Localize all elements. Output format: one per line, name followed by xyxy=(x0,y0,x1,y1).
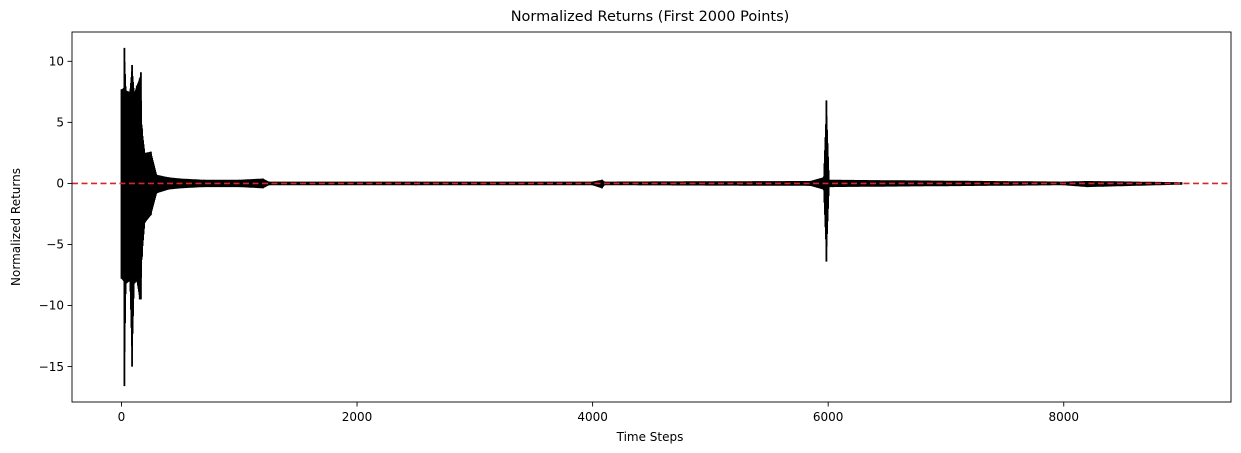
x-tick-label: 6000 xyxy=(813,410,844,424)
y-axis: −15 −10 −5 0 5 10 xyxy=(39,55,72,374)
x-tick-label: 2000 xyxy=(342,410,373,424)
y-tick-label: −10 xyxy=(39,299,64,313)
x-axis: 0 2000 4000 6000 8000 xyxy=(118,402,1079,424)
y-tick-label: 10 xyxy=(49,55,64,69)
x-tick-label: 4000 xyxy=(577,410,608,424)
series-layer xyxy=(120,47,1183,387)
axes-frame xyxy=(71,31,1232,403)
y-axis-label: Normalized Returns xyxy=(9,168,23,286)
chart-title: Normalized Returns (First 2000 Points) xyxy=(511,9,790,25)
y-tick-label: −5 xyxy=(46,238,64,252)
x-tick-label: 8000 xyxy=(1048,410,1079,424)
plot-area xyxy=(72,47,1231,387)
y-tick-label: −15 xyxy=(39,360,64,374)
x-axis-label: Time Steps xyxy=(616,430,684,444)
y-tick-label: 5 xyxy=(56,116,64,130)
x-tick-label: 0 xyxy=(118,410,126,424)
y-tick-label: 0 xyxy=(56,177,64,191)
series-line xyxy=(121,50,1182,382)
